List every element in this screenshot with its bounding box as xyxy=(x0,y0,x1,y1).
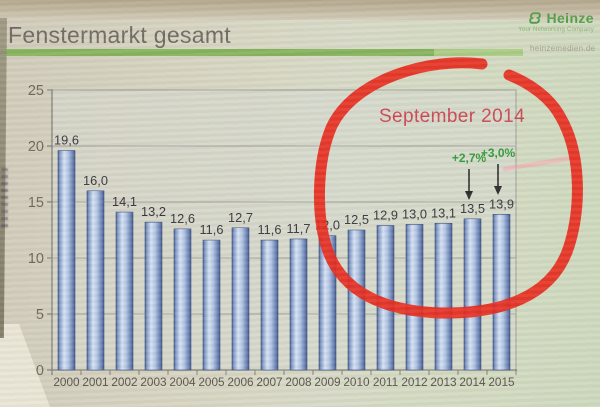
bar-2003 xyxy=(144,221,163,371)
x-axis-label-2011: 2011 xyxy=(373,375,398,389)
y-tick-label-15: 15 xyxy=(28,195,44,211)
bar-value-label-2007: 11,6 xyxy=(258,222,282,237)
bar-value-label-2000: 19,6 xyxy=(54,132,79,147)
x-axis-label-2004: 2004 xyxy=(169,375,196,389)
x-axis-label-2003: 2003 xyxy=(140,375,167,389)
x-axis-label-2005: 2005 xyxy=(198,375,225,389)
bar-2014 xyxy=(463,218,482,371)
bar-value-label-2005: 11,6 xyxy=(200,222,224,237)
bar-value-label-2013: 13,1 xyxy=(431,205,456,220)
y-tick-label-20: 20 xyxy=(28,139,44,155)
bar-value-label-2015: 13,9 xyxy=(489,196,514,211)
y-axis-title-fragment xyxy=(1,168,8,230)
x-axis-label-2012: 2012 xyxy=(401,375,427,389)
x-axis-label-2007: 2007 xyxy=(256,375,282,389)
pct-annotation-2014: +2,7% xyxy=(451,151,487,165)
page-title: Fenstermarkt gesamt xyxy=(8,22,231,48)
hand-drawn-red-circle xyxy=(314,57,583,319)
bar-value-label-2012: 13,0 xyxy=(402,206,427,221)
bar-2012 xyxy=(405,224,424,371)
annotation-arrow-head-2015 xyxy=(494,186,502,195)
bar-2001 xyxy=(86,190,105,371)
bar-value-label-2004: 12,6 xyxy=(170,211,195,226)
bar-value-label-2001: 16,0 xyxy=(83,173,108,188)
bar-2013 xyxy=(434,222,453,371)
laser-pointer-streak xyxy=(502,154,580,172)
bar-value-label-2008: 11,7 xyxy=(287,221,311,236)
photo-top-band xyxy=(0,0,600,20)
heinze-logo-text: Heinze xyxy=(546,10,594,26)
y-tick-label-0: 0 xyxy=(36,363,44,379)
x-axis-label-2010: 2010 xyxy=(343,375,370,389)
bar-value-label-2010: 12,5 xyxy=(344,212,369,227)
x-axis-label-2008: 2008 xyxy=(285,375,312,389)
x-axis-label-2000: 2000 xyxy=(53,375,80,389)
bar-value-label-2002: 14,1 xyxy=(112,194,137,209)
bar-value-label-2006: 12,7 xyxy=(228,210,253,225)
pct-annotation-2015: +3,0% xyxy=(480,146,516,160)
annotation-arrow-head-2014 xyxy=(465,191,473,200)
x-axis-label-2001: 2001 xyxy=(82,375,108,389)
heinze-logo-icon xyxy=(529,12,542,24)
y-tick-label-25: 25 xyxy=(28,83,44,99)
x-axis-label-2015: 2015 xyxy=(488,375,515,389)
date-annotation: September 2014 xyxy=(378,106,526,127)
y-tick-label-10: 10 xyxy=(28,251,44,267)
bar-2004 xyxy=(173,228,192,371)
bar-value-label-2014: 13,5 xyxy=(460,201,485,216)
website-label: heinzemedien.de xyxy=(530,44,596,53)
x-axis-label-2009: 2009 xyxy=(314,375,340,389)
bar-value-label-2003: 13,2 xyxy=(141,204,166,219)
bar-2015 xyxy=(492,214,511,371)
bar-2006 xyxy=(231,227,250,371)
bar-2005 xyxy=(202,239,221,371)
x-axis-label-2006: 2006 xyxy=(227,375,254,389)
y-tick-label-5: 5 xyxy=(36,307,44,323)
bar-2002 xyxy=(115,211,134,371)
heinze-logo: Heinze xyxy=(527,10,594,26)
bar-value-label-2011: 12,9 xyxy=(373,208,398,223)
bar-2007 xyxy=(260,239,279,371)
x-axis-label-2013: 2013 xyxy=(430,375,457,389)
bar-2000 xyxy=(57,150,76,371)
x-axis-label-2002: 2002 xyxy=(111,375,137,389)
bar-2008 xyxy=(289,238,308,371)
title-underline xyxy=(0,49,523,56)
x-axis-label-2014: 2014 xyxy=(459,375,486,389)
heinze-logo-tagline: Your Networking Company xyxy=(518,27,594,33)
